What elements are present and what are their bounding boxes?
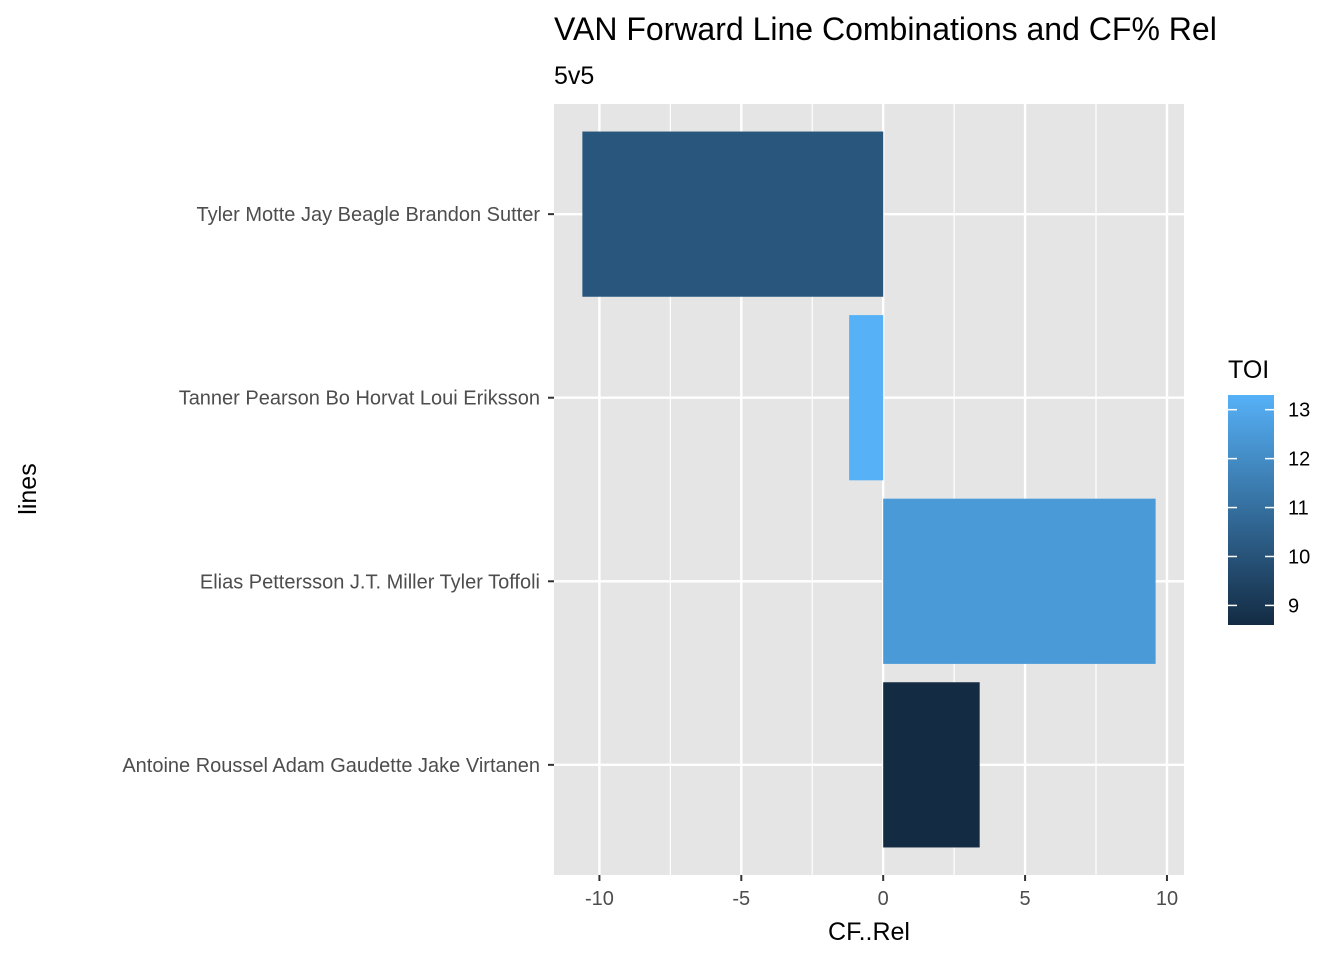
- legend-label: 9: [1288, 595, 1299, 617]
- legend: TOI 9 10 11 12 13: [1228, 356, 1310, 625]
- x-tick-label: 5: [1020, 888, 1031, 910]
- y-tick-label: Antoine Roussel Adam Gaudette Jake Virta…: [122, 755, 540, 777]
- legend-title: TOI: [1228, 356, 1269, 384]
- bars: [582, 131, 1156, 848]
- bar: [582, 131, 884, 297]
- legend-label: 10: [1288, 546, 1310, 568]
- bar: [849, 315, 884, 481]
- chart-subtitle: 5v5: [554, 62, 594, 90]
- x-axis-title: CF..Rel: [828, 918, 910, 946]
- x-axis: -10 -5 0 5 10: [585, 875, 1178, 910]
- y-tick-label: Tanner Pearson Bo Horvat Loui Eriksson: [179, 388, 540, 410]
- legend-colorbar: [1228, 395, 1274, 625]
- chart-title: VAN Forward Line Combinations and CF% Re…: [554, 11, 1217, 47]
- bar: [883, 498, 1156, 664]
- bar: [883, 682, 980, 848]
- y-tick-label: Elias Pettersson J.T. Miller Tyler Toffo…: [200, 571, 540, 593]
- x-tick-label: -5: [732, 888, 750, 910]
- x-tick-label: 0: [878, 888, 889, 910]
- x-tick-label: 10: [1156, 888, 1178, 910]
- legend-label: 12: [1288, 449, 1310, 471]
- legend-label: 13: [1288, 400, 1310, 422]
- y-axis-title: lines: [14, 463, 42, 514]
- x-tick-label: -10: [585, 888, 614, 910]
- legend-label: 11: [1288, 498, 1309, 520]
- legend-ticks: 9 10 11 12 13: [1228, 400, 1310, 617]
- y-axis: Tyler Motte Jay Beagle Brandon Sutter Tan…: [122, 204, 554, 777]
- y-tick-label: Tyler Motte Jay Beagle Brandon Sutter: [196, 204, 540, 226]
